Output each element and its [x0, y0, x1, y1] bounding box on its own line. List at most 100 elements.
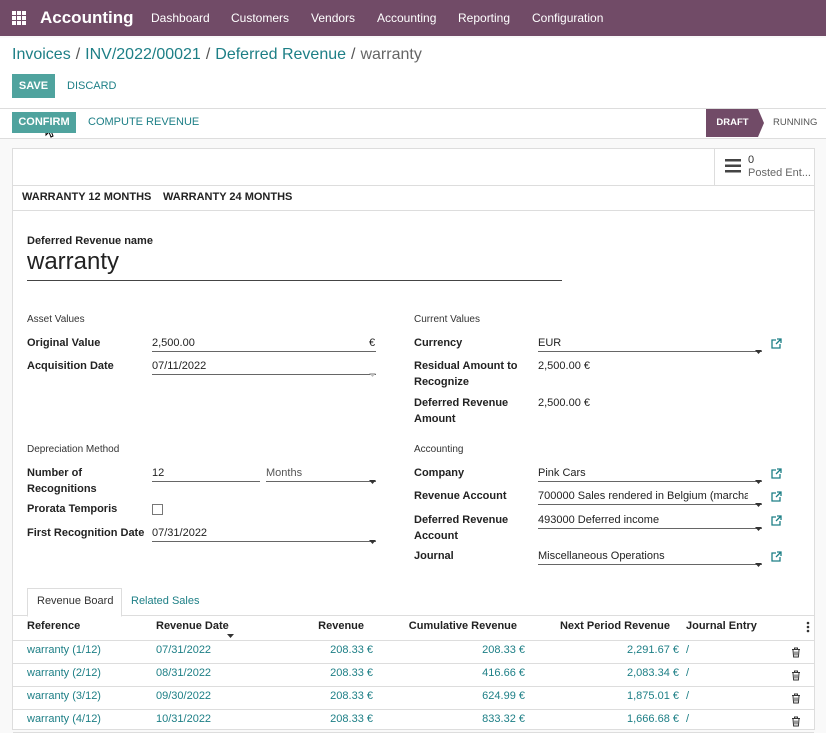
field-value[interactable]: 07/11/2022: [152, 360, 207, 372]
field-value[interactable]: 12: [152, 467, 165, 479]
header-line: [13, 640, 814, 641]
breadcrumb-separator: /: [75, 46, 81, 63]
save-button[interactable]: SAVE: [12, 74, 55, 98]
dropdown-caret[interactable]: [755, 494, 762, 512]
field-value[interactable]: 700000 Sales rendered in Belgium (marcha…: [538, 490, 748, 502]
field-underline: [538, 481, 762, 482]
menu-item[interactable]: Vendors: [311, 11, 356, 25]
breadcrumb-item[interactable]: Deferred Revenue: [215, 46, 347, 63]
app-name[interactable]: Accounting: [40, 8, 134, 27]
menu-item[interactable]: Customers: [231, 11, 290, 25]
menu-item[interactable]: Configuration: [532, 11, 604, 25]
cell: 2,291.67 €: [627, 644, 679, 656]
dropdown-caret[interactable]: [369, 364, 376, 382]
cell[interactable]: warranty (4/12): [27, 713, 101, 725]
active-tab[interactable]: [27, 588, 122, 617]
field-value[interactable]: 07/31/2022: [152, 527, 208, 539]
field-underline: [152, 374, 376, 375]
column-header[interactable]: Revenue Date: [156, 620, 229, 632]
field-label: Company: [414, 467, 465, 479]
field-label: Deferred Revenue Amount: [414, 397, 509, 425]
compute-button[interactable]: COMPUTE REVENUE: [88, 116, 200, 128]
breadcrumb-item: warranty: [360, 46, 422, 63]
field-value: 2,500.00 €: [538, 397, 590, 409]
control-panel: [0, 38, 826, 108]
smart-count: 0: [748, 154, 755, 166]
cell: 208.33 €: [330, 667, 373, 679]
status-draft: DRAFT: [716, 117, 749, 128]
breadcrumb-item[interactable]: INV/2022/00021: [85, 46, 201, 63]
field-value[interactable]: Miscellaneous Operations: [538, 550, 665, 562]
field-value[interactable]: Pink Cars: [538, 467, 586, 479]
navbar: [0, 0, 826, 36]
cell: 2,083.34 €: [627, 667, 679, 679]
header-tab[interactable]: WARRANTY 12 MONTHS: [22, 191, 152, 203]
cell: 624.99 €: [482, 690, 525, 702]
dropdown-caret[interactable]: [755, 341, 762, 359]
field-value[interactable]: EUR: [538, 337, 562, 349]
field-value[interactable]: 2,500.00: [152, 337, 195, 349]
dropdown-caret[interactable]: [755, 471, 762, 489]
column-header[interactable]: Journal Entry: [686, 620, 757, 632]
checkbox[interactable]: [152, 502, 163, 520]
dropdown-caret[interactable]: [227, 625, 234, 643]
cell: 1,666.68 €: [627, 713, 679, 725]
name-value: warranty: [27, 248, 120, 275]
menu-item[interactable]: Reporting: [458, 11, 511, 25]
cell: 208.33 €: [482, 644, 525, 656]
discard-button[interactable]: DISCARD: [67, 80, 117, 92]
column-options[interactable]: [806, 621, 810, 633]
dropdown-caret[interactable]: [755, 554, 762, 572]
delete-icon[interactable]: [791, 714, 801, 732]
column-header[interactable]: Revenue: [318, 620, 364, 632]
field-underline: [538, 528, 762, 529]
confirm-button[interactable]: CONFIRM: [12, 112, 76, 133]
field-suffix: €: [369, 337, 376, 349]
field-label: Prorata Temporis: [27, 503, 118, 515]
column-header[interactable]: Cumulative Revenue: [408, 620, 517, 632]
form-sheet: [12, 148, 815, 730]
field-underline: [266, 481, 376, 482]
column-header[interactable]: Reference: [27, 620, 81, 632]
notebook-tab[interactable]: Related Sales: [131, 595, 200, 607]
column-header[interactable]: Next Period Revenue: [559, 620, 670, 632]
field-value[interactable]: 493000 Deferred income: [538, 514, 660, 526]
field-label: Currency: [414, 337, 463, 349]
external-link[interactable]: [771, 466, 782, 484]
breadcrumb: Invoices / INV/2022/00021/Deferred Revenue…: [12, 46, 422, 64]
cell[interactable]: warranty (3/12): [27, 690, 101, 702]
menu-item[interactable]: Accounting: [377, 11, 437, 25]
field-label: Residual Amount to Recognize: [414, 360, 518, 388]
group-title: Accounting: [414, 444, 464, 455]
name-underline: [27, 280, 562, 281]
status-running[interactable]: RUNNING: [773, 117, 818, 128]
breadcrumb-item[interactable]: Invoices: [12, 46, 71, 63]
cell: /: [686, 667, 690, 679]
cell: 416.66 €: [482, 667, 525, 679]
notebook-tab[interactable]: Revenue Board: [37, 595, 114, 607]
external-link[interactable]: [771, 489, 782, 507]
dropdown-caret[interactable]: [755, 518, 762, 536]
external-link[interactable]: [771, 549, 782, 567]
dropdown-caret[interactable]: [369, 471, 376, 489]
dropdown-caret[interactable]: [369, 531, 376, 549]
cell[interactable]: warranty (1/12): [27, 644, 101, 656]
external-link[interactable]: [771, 513, 782, 531]
field-unit[interactable]: Months: [266, 467, 303, 479]
external-link[interactable]: [771, 336, 782, 354]
status-draft-bg: [706, 109, 764, 137]
delete-icon[interactable]: [791, 668, 801, 686]
field-underline: [152, 541, 376, 542]
field-label: Journal: [414, 550, 454, 562]
delete-icon[interactable]: [791, 691, 801, 709]
header-tab[interactable]: WARRANTY 24 MONTHS: [163, 191, 293, 203]
divider: [13, 210, 814, 211]
cell[interactable]: warranty (2/12): [27, 667, 101, 679]
smart-button[interactable]: [714, 149, 814, 185]
delete-icon[interactable]: [791, 645, 801, 663]
apps-icon[interactable]: [12, 11, 26, 25]
field-underline: [538, 351, 762, 352]
field-underline: [152, 351, 376, 352]
menu-item[interactable]: Dashboard: [151, 11, 210, 25]
